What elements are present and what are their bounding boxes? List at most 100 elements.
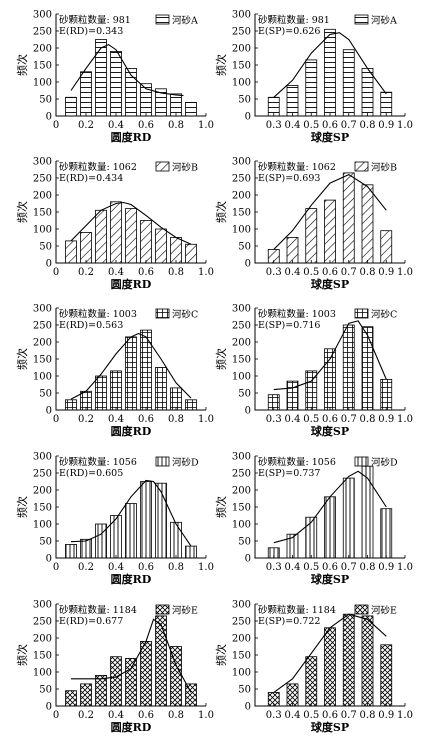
y-tick-label: 250 <box>33 469 52 480</box>
y-tick-label: 150 <box>33 651 52 662</box>
expectation-label: E(SP)=0.693 <box>258 173 320 184</box>
expectation-label: E(SP)=0.737 <box>258 468 320 479</box>
histogram-bar <box>361 184 374 264</box>
y-tick-label: 150 <box>232 61 251 72</box>
y-tick-label: 200 <box>33 44 52 55</box>
fit-curve <box>273 613 387 693</box>
histogram-bar <box>342 172 355 264</box>
x-tick-label: 0.8 <box>360 562 376 573</box>
y-tick-label: 100 <box>33 520 52 531</box>
histogram-bar <box>95 675 107 707</box>
expectation-label: E(RD)=0.343 <box>59 26 123 37</box>
particle-count-label: 砂颗粒数量: 981 <box>258 14 330 26</box>
y-tick-label: 100 <box>33 668 52 679</box>
histogram-bar <box>110 370 122 411</box>
histogram-bar <box>125 503 137 559</box>
histogram-bar <box>286 683 299 707</box>
histogram-bar <box>95 523 107 559</box>
x-tick-label: 0.6 <box>138 710 154 721</box>
y-tick-label: 50 <box>39 537 52 548</box>
legend-swatch <box>155 604 170 615</box>
histogram-bar <box>65 96 77 117</box>
expectation-label: E(SP)=0.626 <box>258 26 320 37</box>
x-tick-label: 0.3 <box>266 120 282 131</box>
histogram-bar <box>324 28 336 117</box>
x-tick-label: 0.4 <box>108 562 124 573</box>
x-tick-label: 1.0 <box>397 414 413 425</box>
particle-count-label: 砂颗粒数量: 1062 <box>59 161 137 173</box>
chart-panel-C-SP: 0 50 100 150 200 250 300 0.3 0.4 0.5 0.6 0.7 0.8 0.9 1… <box>214 304 413 439</box>
histogram-bar <box>125 336 137 411</box>
x-tick-label: 0.8 <box>360 267 376 278</box>
chart-panel-D-SP: 0 50 100 150 200 250 300 0.3 0.4 0.5 0.6 0.7 0.8 0.9 1… <box>214 452 413 587</box>
y-tick-label: 300 <box>33 157 52 168</box>
y-tick-label: 100 <box>33 78 52 89</box>
histogram-bar <box>65 399 77 411</box>
expectation-label: E(RD)=0.677 <box>59 616 123 627</box>
x-tick-label: 0.9 <box>378 562 394 573</box>
histogram-bar <box>65 544 77 559</box>
x-tick-label: 0 <box>53 120 59 131</box>
y-tick-label: 250 <box>232 174 251 185</box>
y-tick-label: 250 <box>232 27 251 38</box>
particle-count-label: 砂颗粒数量: 981 <box>59 14 131 26</box>
chart-panel-D-RD: 0 50 100 150 200 250 300 0 0.2 0.4 0.6 0.8 1.0 圆度RD 频次… <box>15 452 214 587</box>
y-tick-label: 150 <box>232 355 251 366</box>
histogram-bar <box>125 658 137 707</box>
y-tick-label: 150 <box>232 503 251 514</box>
x-tick-label: 0.4 <box>285 414 301 425</box>
x-tick-label: 0.4 <box>285 120 301 131</box>
x-tick-label: 0.6 <box>138 414 154 425</box>
legend-label: 河砂C <box>371 309 397 321</box>
histogram-bar <box>305 59 318 117</box>
y-tick-label: 50 <box>39 242 52 253</box>
y-tick-label: 50 <box>238 242 251 253</box>
y-tick-label: 0 <box>245 259 251 270</box>
histogram-bar <box>95 375 107 411</box>
histogram-bar <box>380 378 393 411</box>
x-tick-label: 1.0 <box>198 710 214 721</box>
chart-panel-C-RD: 0 50 100 150 200 250 300 0 0.2 0.4 0.6 0.8 1.0 圆度RD 频次… <box>15 304 214 439</box>
fit-curve <box>71 618 192 693</box>
y-tick-label: 150 <box>33 355 52 366</box>
x-tick-label: 0.9 <box>378 710 394 721</box>
particle-count-label: 砂颗粒数量: 1056 <box>59 456 137 468</box>
legend-swatch <box>354 14 369 25</box>
x-tick-label: 1.0 <box>397 267 413 278</box>
x-tick-label: 0.5 <box>303 414 319 425</box>
y-tick-label: 300 <box>232 304 251 315</box>
legend-swatch <box>354 308 369 319</box>
y-tick-label: 300 <box>33 304 52 315</box>
x-tick-label: 0.4 <box>108 267 124 278</box>
x-tick-label: 1.0 <box>198 414 214 425</box>
chart-panel-B-SP: 0 50 100 150 200 250 300 0.3 0.4 0.5 0.6 0.7 0.8 0.9 1… <box>214 157 413 292</box>
histogram-bar <box>125 208 137 264</box>
histogram-bar <box>185 243 197 264</box>
x-tick-label: 0.8 <box>168 120 184 131</box>
histogram-bar <box>361 465 374 559</box>
fit-curve <box>70 201 192 245</box>
x-axis-label: 球度SP <box>311 277 349 291</box>
histogram-bar <box>170 521 182 559</box>
y-tick-label: 50 <box>39 95 52 106</box>
y-tick-label: 300 <box>232 10 251 21</box>
x-tick-label: 0 <box>53 562 59 573</box>
x-tick-label: 1.0 <box>397 562 413 573</box>
y-tick-label: 250 <box>33 617 52 628</box>
y-tick-label: 0 <box>46 406 52 417</box>
x-tick-label: 0.7 <box>341 267 357 278</box>
y-axis-label: 频次 <box>214 201 228 223</box>
y-axis-label: 频次 <box>214 496 228 518</box>
x-tick-label: 0.7 <box>341 562 357 573</box>
histogram-bar <box>170 93 182 117</box>
y-tick-label: 0 <box>46 702 52 713</box>
x-tick-label: 1.0 <box>397 710 413 721</box>
x-tick-label: 0.8 <box>168 267 184 278</box>
histogram-bar <box>380 230 393 264</box>
x-tick-label: 0.8 <box>360 710 376 721</box>
x-tick-label: 0.5 <box>303 120 319 131</box>
y-tick-label: 100 <box>232 520 251 531</box>
y-axis-label: 频次 <box>214 644 228 666</box>
